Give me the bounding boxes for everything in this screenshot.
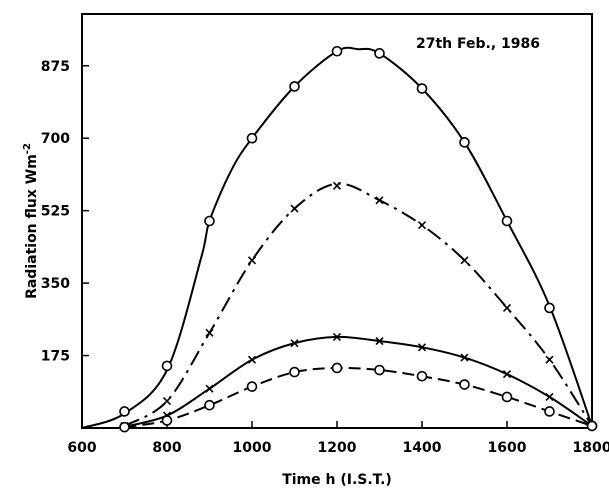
- x-tick-label-1: 800: [152, 440, 181, 456]
- y-axis-title: Radiation flux Wm-2: [22, 143, 40, 299]
- series-4: [119, 362, 598, 433]
- series-1-point-8: [459, 137, 470, 148]
- y-tick-label-4: 875: [41, 59, 70, 75]
- series-3-point-7: [417, 343, 427, 352]
- x-axis-title: Time h (I.S.T.): [282, 472, 392, 488]
- x-tick-label-5: 1600: [488, 440, 527, 456]
- series-3-point-10: [545, 392, 554, 402]
- y-tick-label-2: 525: [41, 204, 70, 220]
- y-axis-title-superscript: -2: [22, 143, 33, 154]
- series-2-point-2: [205, 328, 214, 337]
- series-1-point-7: [416, 83, 428, 94]
- series-1-point-2: [204, 215, 215, 227]
- y-axis-title-main: Radiation flux Wm: [24, 154, 40, 299]
- series-1-point-0: [119, 406, 130, 417]
- y-tick-label-0: 175: [41, 349, 70, 365]
- series-4-point-1: [161, 415, 173, 426]
- series-1-point-1: [161, 360, 173, 372]
- series-2-point-1: [162, 397, 172, 406]
- series-1-point-10: [544, 302, 555, 314]
- series-4-point-0: [119, 421, 130, 433]
- x-tick-label-0: 600: [67, 440, 96, 456]
- series-3-point-5: [332, 332, 342, 341]
- y-tick-label-3: 700: [41, 131, 70, 147]
- series-4-point-11: [586, 420, 598, 432]
- series-4-point-10: [544, 406, 555, 417]
- series-2-point-6: [375, 196, 384, 205]
- series-1-point-4: [289, 81, 300, 92]
- series-2-point-4: [290, 204, 299, 213]
- axis-ticks: 600 800 1000 1200 1400 1600 1800 175 350 525 700 87…: [41, 59, 609, 456]
- series-3-line: [124, 335, 593, 428]
- series-3: [120, 332, 597, 431]
- y-tick-label-1: 350: [41, 276, 70, 292]
- x-tick-label-4: 1400: [403, 440, 442, 456]
- series-2-point-7: [417, 221, 427, 230]
- series-4-point-3: [246, 381, 258, 392]
- series-2-point-8: [460, 256, 469, 265]
- series-4-point-8: [459, 379, 470, 390]
- series-2-point-3: [247, 256, 257, 265]
- series-3-point-9: [502, 370, 512, 379]
- series-1-point-3: [246, 132, 258, 144]
- series-4-point-4: [289, 366, 300, 378]
- series-1-point-5: [331, 45, 343, 57]
- series-4-point-6: [374, 364, 385, 376]
- series-1: [81, 45, 598, 432]
- x-tick-label-6: 1800: [573, 440, 609, 456]
- series-3-point-4: [290, 339, 299, 348]
- x-tick-label-2: 1000: [233, 440, 272, 456]
- series-3-point-3: [247, 355, 257, 364]
- series-4-point-9: [501, 391, 513, 403]
- series-2: [120, 181, 597, 430]
- series-2-point-9: [502, 303, 512, 313]
- series-2-point-5: [332, 181, 342, 190]
- series-1-point-6: [374, 48, 385, 59]
- series-3-point-2: [205, 384, 214, 393]
- series-3-point-6: [375, 336, 384, 346]
- series-2-point-10: [545, 355, 554, 364]
- series-1-point-9: [501, 215, 513, 227]
- date-annotation: 27th Feb., 1986: [416, 36, 540, 52]
- series-4-line: [124, 366, 593, 429]
- series-4-point-5: [331, 362, 343, 374]
- series-2-line: [124, 182, 593, 427]
- series-layer: [81, 45, 598, 433]
- series-4-point-2: [204, 399, 215, 411]
- series-3-point-8: [460, 353, 469, 362]
- series-4-point-7: [416, 370, 428, 382]
- x-tick-label-3: 1200: [318, 440, 357, 456]
